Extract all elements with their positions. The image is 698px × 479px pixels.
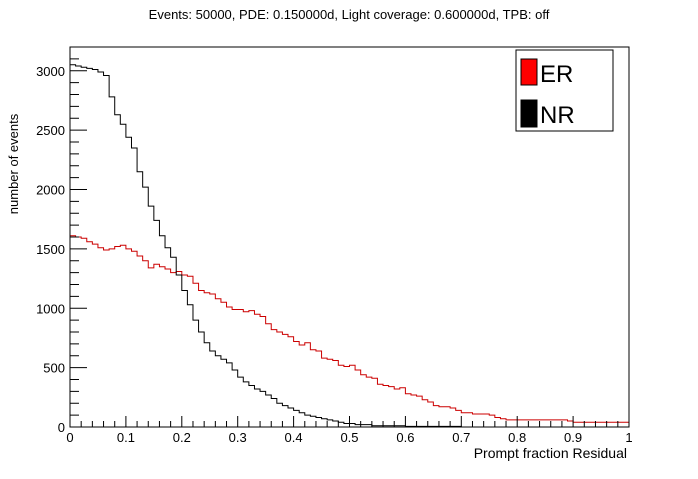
legend-swatch-nr <box>520 99 538 128</box>
y-tick-label: 0 <box>58 420 65 435</box>
x-tick-label: 0.1 <box>117 430 135 445</box>
chart-title: Events: 50000, PDE: 0.150000d, Light cov… <box>149 7 550 22</box>
x-tick-label: 0.2 <box>173 430 191 445</box>
y-tick-label: 1000 <box>36 301 65 316</box>
x-axis: 0 0.1 0.2 0.3 0.4 0.5 0.6 0.7 0.8 0.9 1 <box>66 416 633 445</box>
y-tick-label: 1500 <box>36 242 65 257</box>
legend-label-nr: NR <box>540 102 575 129</box>
x-tick-label: 0.3 <box>229 430 247 445</box>
legend-label-er: ER <box>540 61 573 88</box>
series-er-histogram <box>70 235 629 423</box>
legend: ER NR <box>515 49 614 132</box>
x-tick-label: 0.7 <box>452 430 470 445</box>
x-tick-label: 0.8 <box>508 430 526 445</box>
y-axis-label: number of events <box>6 113 21 214</box>
y-tick-label: 3000 <box>36 64 65 79</box>
x-tick-label: 0.4 <box>285 430 303 445</box>
x-tick-label: 0.5 <box>340 430 358 445</box>
legend-swatch-er <box>520 58 538 86</box>
y-tick-label: 500 <box>43 361 65 376</box>
x-tick-label: 0.6 <box>396 430 414 445</box>
y-tick-label: 2500 <box>36 123 65 138</box>
x-tick-label: 1 <box>625 430 632 445</box>
y-axis: 0 500 1000 1500 2000 2500 3000 <box>36 46 87 435</box>
x-tick-label: 0.9 <box>564 430 582 445</box>
y-tick-label: 2000 <box>36 183 65 198</box>
x-tick-label: 0 <box>66 430 73 445</box>
x-axis-label: Prompt fraction Residual <box>474 445 627 461</box>
